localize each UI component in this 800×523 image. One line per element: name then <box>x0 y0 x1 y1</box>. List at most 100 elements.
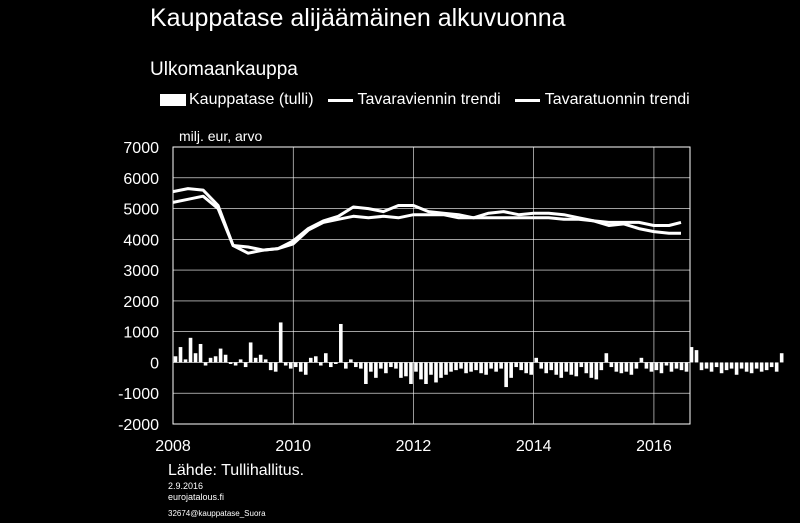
bar <box>218 348 223 363</box>
x-tick-label: 2012 <box>396 438 432 455</box>
bar <box>288 362 293 369</box>
bar <box>499 362 503 369</box>
y-tick-label: 2000 <box>123 294 159 311</box>
chart-subtitle: Ulkomaankauppa <box>150 59 298 80</box>
bar <box>409 362 413 384</box>
bar <box>198 343 203 363</box>
bar <box>434 362 438 383</box>
y-tick-label: -2000 <box>118 417 159 434</box>
x-tick-label: 2014 <box>516 438 552 455</box>
y-tick-label: 1000 <box>123 325 159 342</box>
bar <box>729 362 734 369</box>
y-axis-label: milj. eur, arvo <box>179 128 262 144</box>
bar <box>203 362 208 366</box>
bar <box>539 362 544 369</box>
bar <box>544 362 549 374</box>
bar <box>594 362 599 380</box>
legend-swatch-bar <box>160 94 186 106</box>
bar <box>734 362 739 375</box>
bar <box>283 362 288 366</box>
series-line <box>172 194 682 252</box>
bar <box>589 362 594 378</box>
bar <box>293 362 298 368</box>
bar <box>308 357 313 363</box>
legend-label: Tavaratuonnin trendi <box>544 91 690 108</box>
bar <box>263 359 268 363</box>
bar <box>514 362 518 368</box>
bar <box>674 362 679 369</box>
bar <box>694 350 699 363</box>
bar <box>439 362 443 378</box>
bar <box>394 362 398 369</box>
bar <box>253 357 258 363</box>
bar <box>183 359 188 363</box>
y-tick-label: 5000 <box>123 202 159 219</box>
bar <box>479 362 483 374</box>
chart-title: Kauppatase alijäämäinen alkuvuonna <box>150 4 566 32</box>
bar <box>424 362 428 384</box>
bar <box>489 362 493 369</box>
bar <box>614 362 619 372</box>
bar <box>774 362 779 372</box>
bar <box>764 362 769 371</box>
y-tick-label: 6000 <box>123 171 159 188</box>
bar <box>604 353 609 363</box>
bar <box>278 322 283 363</box>
bar <box>444 362 448 375</box>
bar <box>599 362 604 371</box>
bar <box>323 353 328 363</box>
bar <box>449 362 453 372</box>
bar <box>384 362 388 374</box>
bar <box>759 362 764 372</box>
bar <box>213 356 218 363</box>
bar <box>223 354 228 363</box>
bar <box>639 357 644 363</box>
bar <box>669 362 674 372</box>
bar <box>474 362 478 371</box>
bar <box>559 362 564 378</box>
bar <box>519 362 523 371</box>
axes: 7000 6000 5000 4000 3000 2000 1000 0 -1000 -2000 2… <box>118 140 672 455</box>
bar <box>359 362 363 369</box>
line-series <box>172 187 682 255</box>
bar <box>248 342 253 363</box>
bar <box>454 362 458 371</box>
bar-series <box>173 322 784 388</box>
bar <box>649 362 654 372</box>
bar <box>529 362 533 375</box>
bar <box>313 356 318 363</box>
bar <box>749 362 754 374</box>
bar <box>584 362 589 374</box>
bar <box>178 347 183 363</box>
bar <box>654 362 659 371</box>
y-tick-label: 7000 <box>123 140 159 157</box>
x-tick-label: 2016 <box>636 438 672 455</box>
bar <box>739 362 744 369</box>
plot-frame <box>172 146 691 425</box>
bar <box>509 362 513 378</box>
bar <box>564 362 569 372</box>
bar <box>188 337 193 363</box>
bar <box>208 357 213 363</box>
bar <box>334 362 338 364</box>
grid <box>172 146 690 425</box>
bar <box>769 362 774 368</box>
bar <box>699 362 704 371</box>
bar <box>374 362 378 378</box>
bar <box>469 362 473 372</box>
bar <box>459 362 463 369</box>
bar <box>318 362 323 366</box>
bar <box>579 362 584 368</box>
legend-label: Kauppatase (tulli) <box>189 91 314 108</box>
bar <box>679 362 684 371</box>
bar <box>624 362 629 372</box>
bar <box>709 362 714 372</box>
bar <box>354 362 358 368</box>
bar <box>754 362 759 369</box>
bar <box>193 353 198 363</box>
bar <box>689 347 694 363</box>
bar <box>719 362 724 374</box>
x-tick-label: 2008 <box>155 438 191 455</box>
bar <box>554 362 559 375</box>
